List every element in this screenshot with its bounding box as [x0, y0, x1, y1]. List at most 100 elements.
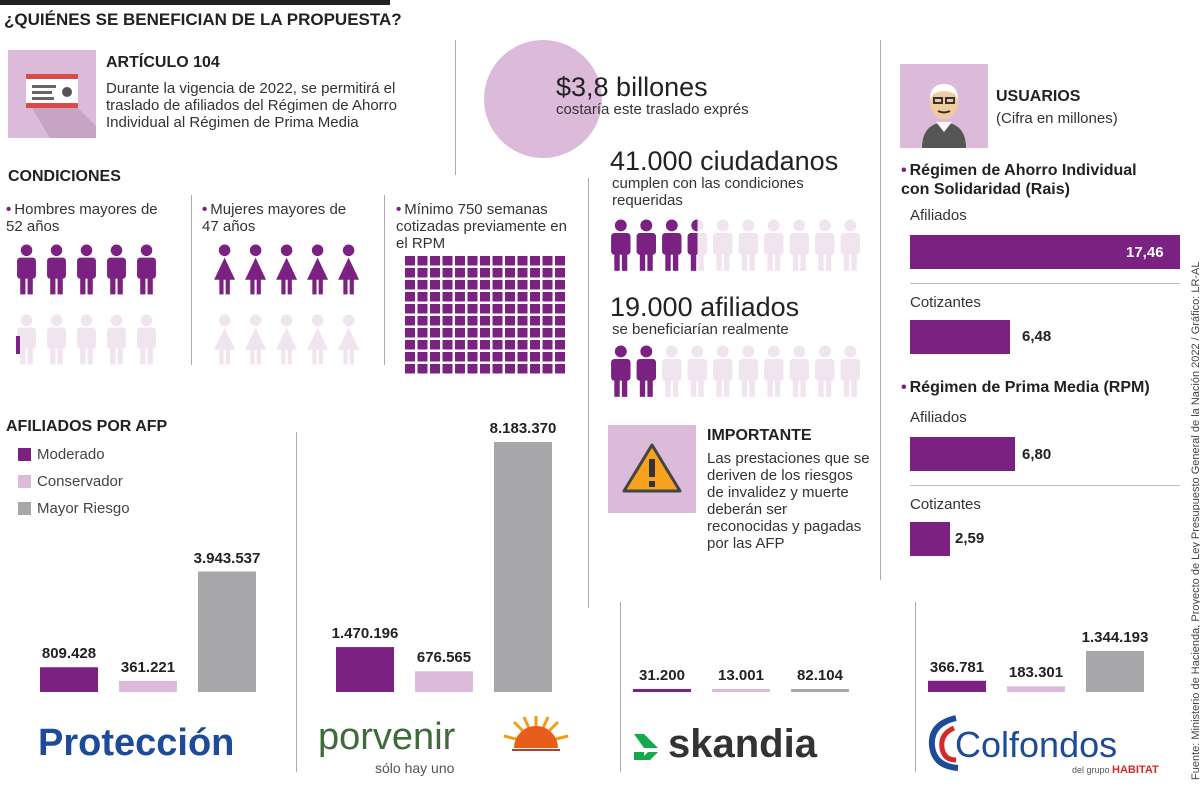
grid-square [430, 292, 440, 302]
person-icon-empty [840, 219, 861, 271]
grid-square [430, 328, 440, 338]
grid-square [417, 352, 428, 362]
cost-circle [484, 40, 602, 158]
bar-moderado [633, 689, 691, 692]
users-sub: (Cifra en millones) [996, 110, 1118, 127]
citizens-label: cumplen con las condiciones requeridas [612, 175, 804, 209]
bar-moderado [928, 680, 986, 692]
grid-square [455, 280, 465, 290]
porvenir-logo: porvenir [318, 716, 456, 758]
bar-conservador [712, 689, 770, 692]
male-person-icon-filled [47, 244, 66, 295]
rais-afiliados-label: Afiliados [910, 207, 967, 224]
certificate-icon [8, 50, 96, 138]
grid-square [542, 352, 553, 362]
grid-square [480, 328, 490, 338]
grid-square [405, 304, 415, 314]
grid-square [455, 256, 465, 266]
grid-square [417, 316, 428, 326]
grid-square [405, 316, 415, 326]
bar-mayor-riesgo [1086, 650, 1144, 692]
divider [455, 40, 456, 175]
grid-square [517, 256, 528, 266]
grid-square [555, 268, 565, 278]
bar-value-label: 8.183.370 [489, 420, 557, 437]
grid-square [405, 292, 415, 302]
person-icon-empty [764, 219, 784, 271]
grid-square [542, 316, 553, 326]
sun-icon [503, 716, 569, 751]
condition-weeks: Mínimo 750 semanas cotizadas previamente… [396, 201, 576, 252]
male-person-icon-filled [77, 244, 96, 295]
bar-value-label: 183.301 [1008, 664, 1064, 682]
grid-square [530, 304, 540, 314]
grid-square [517, 328, 528, 338]
grid-square [492, 352, 503, 362]
grid-square [530, 316, 540, 326]
grid-square [430, 268, 440, 278]
grid-square [467, 340, 478, 350]
grid-square [555, 304, 565, 314]
grid-square [467, 304, 478, 314]
person-icon-empty [687, 345, 708, 397]
grid-square [530, 340, 540, 350]
grid-square [417, 340, 428, 350]
male-person-icon-empty [107, 314, 126, 365]
female-person-icon-filled [245, 244, 267, 295]
grid-square [417, 364, 428, 374]
person-icon-empty [789, 345, 810, 397]
grid-square [405, 328, 415, 338]
grid-square [405, 268, 415, 278]
bar-conservador [119, 680, 177, 692]
female-person-icon-empty [276, 314, 298, 365]
grid-square [467, 268, 478, 278]
bar-value-label: 676.565 [416, 649, 472, 667]
grid-square [442, 328, 453, 338]
rais-afiliados-bar [910, 235, 1180, 269]
divider [296, 432, 297, 772]
grid-square [467, 352, 478, 362]
female-person-icon-filled [214, 244, 236, 295]
square-grid-icon [405, 256, 565, 374]
grid-square [467, 364, 478, 374]
grid-square [555, 256, 565, 266]
grid-square [442, 292, 453, 302]
divider [620, 602, 621, 772]
grid-square [480, 352, 490, 362]
separator [910, 283, 1180, 284]
bar-value-label: 1.344.193 [1081, 628, 1149, 646]
condition-men: Hombres mayores de 52 años [6, 201, 166, 235]
grid-square [467, 280, 478, 290]
colfondos-tag-brand: HABITAT [1112, 764, 1159, 776]
bar-value-label: 13.001 [718, 667, 764, 684]
grid-square [430, 340, 440, 350]
grid-square [530, 292, 540, 302]
colfondos-swirl-icon [928, 715, 959, 771]
grid-square [467, 328, 478, 338]
bar-value-label: 1.470.196 [331, 625, 399, 643]
grid-square [442, 340, 453, 350]
rpm-afiliados-label: Afiliados [910, 409, 967, 426]
person-icon-empty [713, 345, 733, 397]
legend-label-mayor-riesgo: Mayor Riesgo [37, 500, 130, 517]
article-heading: ARTÍCULO 104 [106, 54, 220, 71]
cost-amount: $3,8 billones [556, 72, 708, 102]
grid-square [542, 292, 553, 302]
grid-square [492, 292, 503, 302]
grid-square [405, 352, 415, 362]
affiliates-person-icons [611, 345, 861, 397]
bar-mayor-riesgo [198, 571, 256, 692]
grid-square [517, 280, 528, 290]
person-icon-filled [611, 219, 631, 271]
rpm-title: Régimen de Prima Media (RPM) [901, 379, 1150, 397]
skandia-logo: skandia [668, 722, 817, 766]
rpm-cotizantes-label: Cotizantes [910, 496, 981, 513]
colfondos-tagline: del grupo HABITAT [1072, 764, 1159, 776]
legend-label-moderado: Moderado [37, 446, 105, 463]
grid-square [405, 280, 415, 290]
person-icon-filled [611, 345, 631, 397]
divider [880, 40, 881, 580]
grid-square [517, 292, 528, 302]
bar-value-label: 3.943.537 [193, 549, 261, 567]
